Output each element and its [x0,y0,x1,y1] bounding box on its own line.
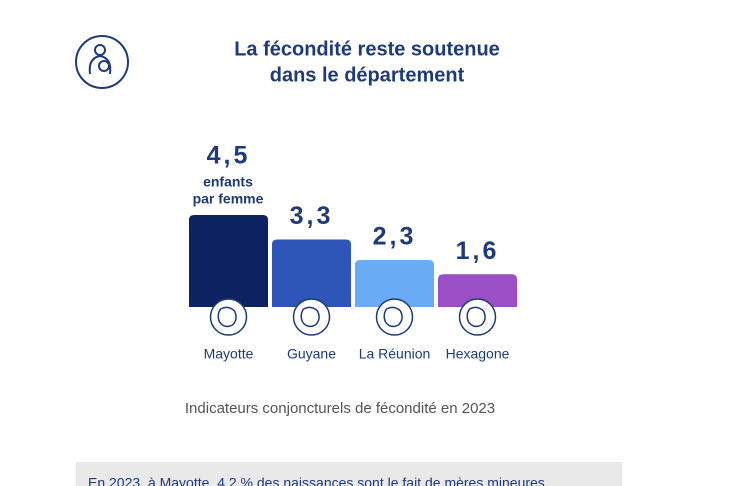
category-label: Guyane [287,346,336,362]
territory-shape [217,306,237,328]
territory-icon [375,298,414,336]
territory-shape [383,306,403,328]
territory-shape [300,306,320,328]
value-label: 1,6 [456,237,500,265]
value-label: 2,3 [373,223,417,251]
category-label: Mayotte [204,346,254,362]
chart-title: La fécondité reste soutenue [234,38,500,60]
territory-shape [466,306,486,328]
category-label: La Réunion [359,346,431,362]
chart-title: dans le département [270,64,465,86]
bar [189,215,268,307]
bar [438,274,517,307]
footer-text: En 2023, à Mayotte, 4,2 % des naissances… [88,475,545,486]
bar [272,239,351,307]
mother-icon [75,35,129,89]
value-label: 4,5 [207,142,251,170]
value-label: 3,3 [290,202,334,230]
territory-icon [209,298,248,336]
footer-box [76,462,622,486]
unit-annotation: par femme [193,191,264,207]
unit-annotation: enfants [203,174,253,190]
territory-icon [292,298,331,336]
bar [355,259,434,307]
caption: Indicateurs conjoncturels de fécondité e… [185,400,495,417]
territory-icon [458,298,497,336]
category-label: Hexagone [446,346,510,362]
